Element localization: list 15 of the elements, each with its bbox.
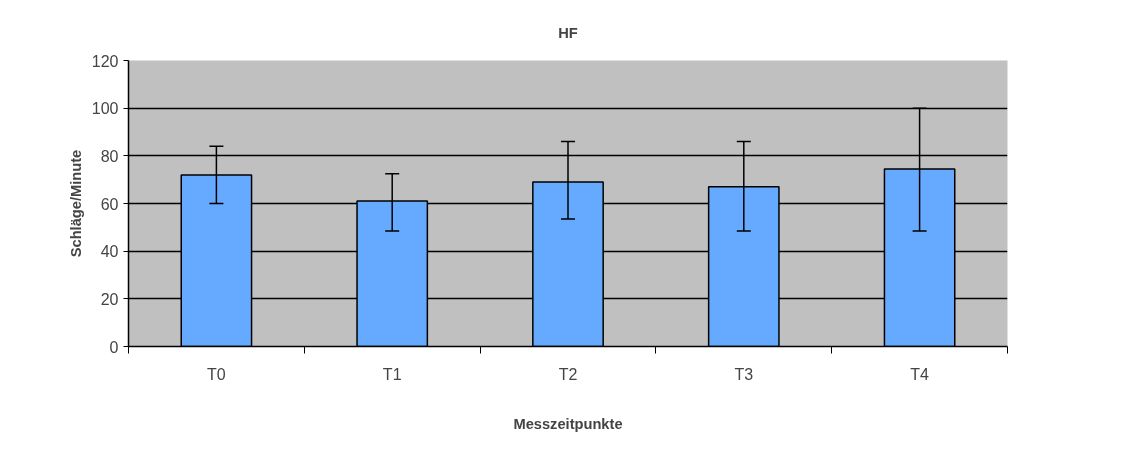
y-tick-label: 60 xyxy=(100,195,119,213)
x-tick-label: T4 xyxy=(910,365,930,383)
x-tick-label: T0 xyxy=(207,365,226,383)
y-tick-label: 100 xyxy=(91,100,119,118)
y-tick-label: 40 xyxy=(100,243,119,261)
y-tick-label: 0 xyxy=(109,338,119,356)
x-tick-label: T1 xyxy=(382,365,402,383)
y-axis-title: Schläge/Minute xyxy=(67,149,84,258)
y-tick-label: 20 xyxy=(100,290,119,308)
x-axis-title: Messzeitpunkte xyxy=(513,415,623,432)
y-tick-label: 80 xyxy=(100,147,119,165)
x-tick-label: T2 xyxy=(558,365,578,383)
y-tick-label: 120 xyxy=(91,52,119,70)
chart-title: HF xyxy=(558,24,578,41)
x-tick-label: T3 xyxy=(734,365,754,383)
